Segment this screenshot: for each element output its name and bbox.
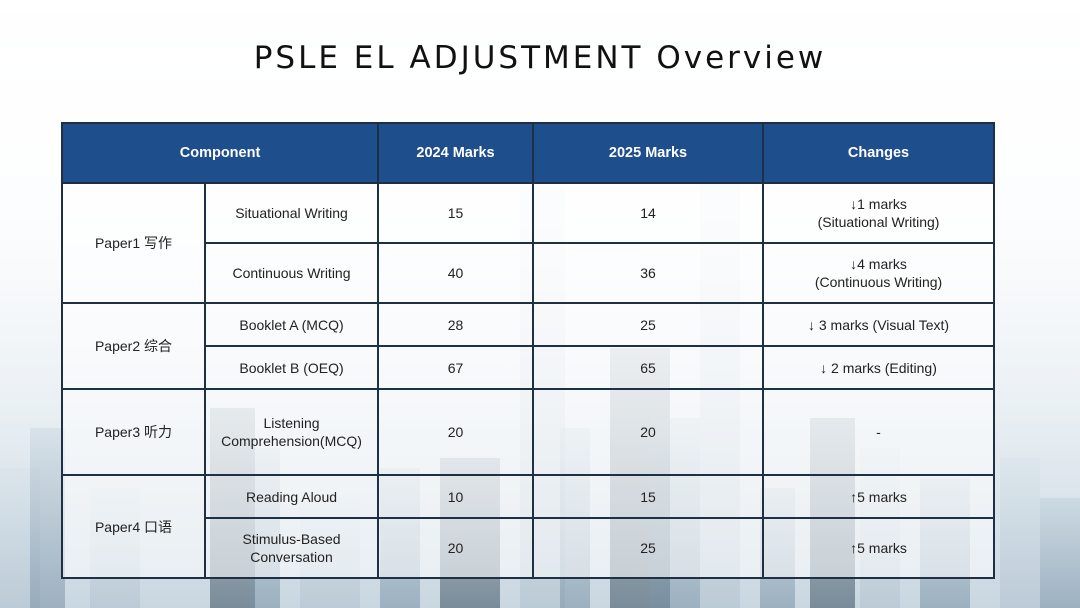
- paper-name: Paper2 综合: [61, 302, 206, 390]
- table-row: Paper3 听力 Listening Comprehension(MCQ) 2…: [61, 388, 996, 476]
- marks-2024: 40: [377, 242, 535, 304]
- header-component: Component: [60, 122, 380, 184]
- marks-2024: 67: [377, 345, 535, 390]
- change-cell: ↑5 marks: [762, 474, 996, 519]
- marks-2025: 20: [532, 388, 765, 476]
- marks-2024: 15: [377, 182, 535, 244]
- page-title: PSLE EL ADJUSTMENT Overview: [253, 40, 827, 76]
- marks-2025: 36: [532, 242, 765, 304]
- adjustment-table: Component 2024 Marks 2025 Marks Changes …: [60, 122, 996, 579]
- change-line: ↓4 marks: [850, 256, 907, 272]
- change-line: ↓1 marks: [850, 196, 907, 212]
- change-cell: ↓ 3 marks (Visual Text): [762, 302, 996, 347]
- sub-component-line: Stimulus-Based: [242, 531, 341, 547]
- change-cell: ↓4 marks (Continuous Writing): [762, 242, 996, 304]
- change-detail: (Continuous Writing): [814, 274, 943, 290]
- sub-component: Booklet A (MCQ): [203, 302, 380, 347]
- change-cell: ↑5 marks: [762, 517, 996, 579]
- marks-2024: 28: [377, 302, 535, 347]
- paper-name: Paper1 写作: [61, 182, 206, 304]
- sub-component-line: Comprehension(MCQ): [221, 433, 362, 449]
- marks-2025: 65: [532, 345, 765, 390]
- header-2024-marks: 2024 Marks: [377, 122, 535, 184]
- table-header-row: Component 2024 Marks 2025 Marks Changes: [60, 122, 996, 184]
- change-cell: -: [762, 388, 996, 476]
- paper-name: Paper4 口语: [61, 474, 206, 579]
- paper-name: Paper3 听力: [61, 388, 206, 476]
- marks-2025: 25: [532, 517, 765, 579]
- marks-2024: 20: [377, 517, 535, 579]
- header-2025-marks: 2025 Marks: [532, 122, 765, 184]
- sub-component: Listening Comprehension(MCQ): [203, 388, 380, 476]
- marks-2024: 20: [377, 388, 535, 476]
- marks-2025: 25: [532, 302, 765, 347]
- change-detail: (Situational Writing): [817, 214, 940, 230]
- sub-component: Booklet B (OEQ): [203, 345, 380, 390]
- marks-2025: 14: [532, 182, 765, 244]
- sub-component: Continuous Writing: [203, 242, 380, 304]
- marks-2025: 15: [532, 474, 765, 519]
- change-cell: ↓1 marks (Situational Writing): [762, 182, 996, 244]
- sub-component: Reading Aloud: [203, 474, 380, 519]
- change-cell: ↓ 2 marks (Editing): [762, 345, 996, 390]
- marks-2024: 10: [377, 474, 535, 519]
- sub-component: Situational Writing: [203, 182, 380, 244]
- table-row: Paper2 综合 Booklet A (MCQ) 28 25 ↓ 3 mark…: [61, 302, 996, 390]
- header-changes: Changes: [762, 122, 996, 184]
- sub-component-line: Listening: [263, 415, 320, 431]
- table-row: Paper1 写作 Situational Writing 15 14 ↓1 m…: [61, 182, 996, 304]
- sub-component-line: Conversation: [250, 549, 333, 565]
- table-row: Paper4 口语 Reading Aloud 10 15 ↑5 marks: [61, 474, 996, 579]
- sub-component: Stimulus-Based Conversation: [203, 517, 380, 579]
